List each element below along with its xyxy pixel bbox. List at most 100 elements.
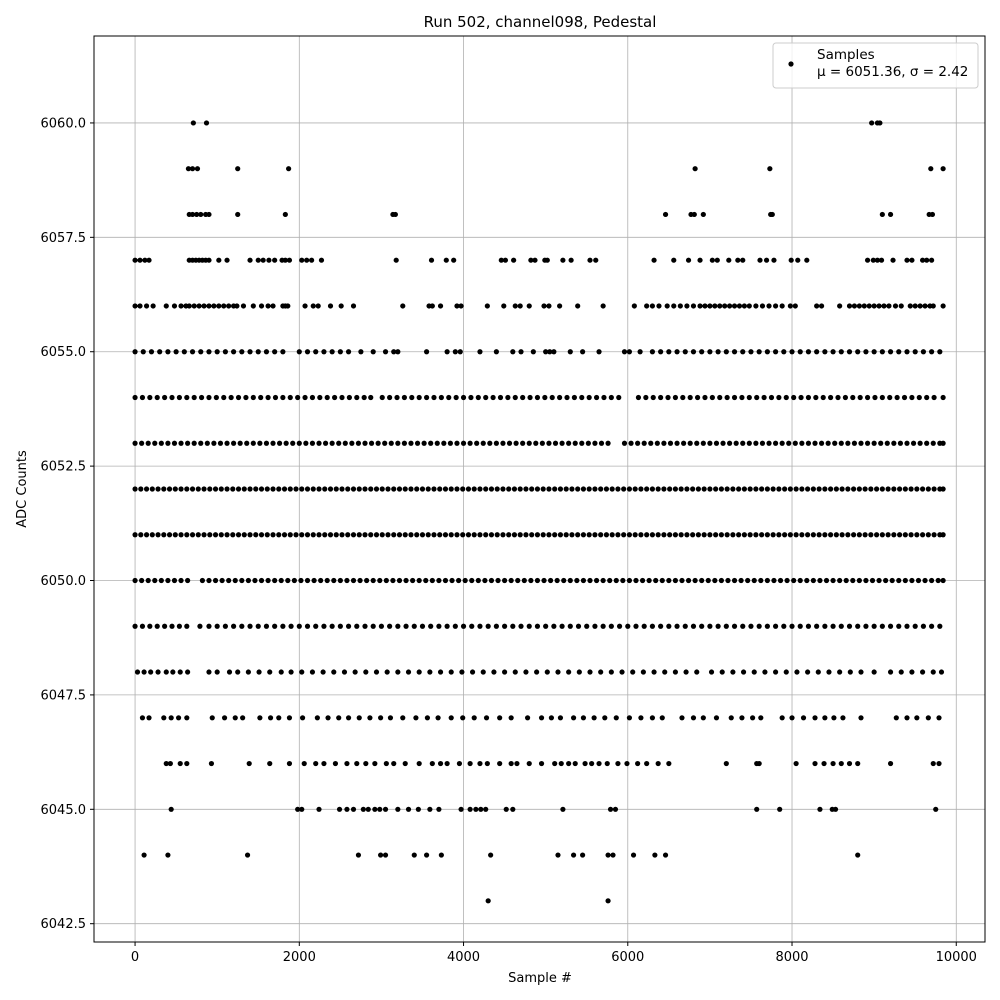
data-point [443, 257, 449, 263]
data-point [497, 715, 503, 721]
data-point [756, 760, 762, 767]
data-point [754, 806, 760, 812]
data-point [557, 394, 563, 401]
data-point [177, 760, 183, 767]
data-point [828, 394, 834, 401]
data-point [226, 669, 233, 675]
data-point [184, 486, 190, 492]
data-point [572, 760, 578, 767]
data-point [649, 303, 656, 309]
data-point [690, 715, 697, 721]
data-point [534, 486, 541, 492]
data-point [280, 349, 286, 355]
data-point [874, 257, 881, 263]
data-point [287, 486, 293, 492]
data-point [632, 486, 638, 492]
data-point [650, 394, 656, 401]
data-point [424, 715, 431, 721]
data-point [460, 486, 466, 492]
data-point [471, 715, 477, 721]
data-point [631, 303, 637, 309]
x-tick-label: 0 [131, 950, 139, 965]
data-point [512, 303, 518, 309]
data-point [764, 577, 770, 584]
data-point [524, 715, 531, 721]
data-point [379, 486, 385, 492]
data-point [866, 303, 872, 309]
data-point [448, 715, 454, 721]
data-point [898, 669, 904, 675]
data-point [365, 806, 371, 812]
data-point [724, 486, 730, 492]
data-point [482, 577, 488, 584]
data-point [586, 394, 592, 401]
data-point [345, 532, 351, 538]
data-point [699, 623, 705, 629]
data-point [375, 440, 381, 446]
data-point [281, 532, 288, 538]
data-point [764, 623, 770, 629]
data-point [321, 349, 327, 355]
data-point [533, 440, 539, 446]
data-point [454, 440, 460, 446]
data-point [311, 577, 317, 584]
data-point [408, 532, 414, 538]
data-point [891, 440, 897, 446]
data-point [654, 440, 660, 446]
data-point [194, 211, 200, 218]
data-point [580, 852, 586, 858]
data-point [221, 303, 227, 309]
data-point [879, 532, 885, 538]
data-point [682, 623, 688, 629]
data-point [831, 715, 837, 721]
data-point [786, 440, 792, 446]
data-point [777, 577, 784, 584]
data-point [222, 623, 228, 629]
data-point [713, 440, 720, 446]
data-point [604, 760, 610, 767]
data-point [871, 669, 877, 675]
data-point [329, 349, 335, 355]
data-point [213, 394, 219, 401]
data-point [379, 394, 385, 401]
data-point [863, 349, 869, 355]
data-point [919, 257, 926, 263]
data-point [630, 669, 636, 675]
data-point [337, 349, 343, 355]
data-point [713, 486, 719, 492]
data-point [592, 440, 598, 446]
data-point [671, 303, 677, 309]
data-point [552, 532, 558, 538]
data-point [382, 852, 389, 858]
data-point [805, 440, 812, 446]
data-point [260, 257, 266, 263]
data-point [401, 440, 408, 446]
data-point [707, 303, 713, 309]
data-point [388, 440, 394, 446]
data-point [304, 486, 311, 492]
data-point [605, 852, 611, 858]
data-point [346, 394, 352, 401]
data-point [592, 486, 598, 492]
data-point [467, 760, 473, 767]
data-point [630, 852, 637, 858]
data-point [862, 532, 868, 538]
data-point [409, 394, 415, 401]
data-point [938, 669, 945, 675]
data-point [510, 349, 516, 355]
data-point [569, 532, 575, 538]
data-point [138, 532, 144, 538]
data-point [692, 166, 698, 172]
data-point [740, 349, 746, 355]
data-point [940, 394, 946, 401]
data-point [354, 760, 360, 767]
data-point [372, 760, 378, 767]
data-point [933, 806, 939, 812]
data-point [580, 486, 587, 492]
data-point [621, 349, 628, 355]
data-point [766, 303, 772, 309]
data-point [739, 394, 745, 401]
data-point [154, 623, 160, 629]
data-point [707, 440, 713, 446]
